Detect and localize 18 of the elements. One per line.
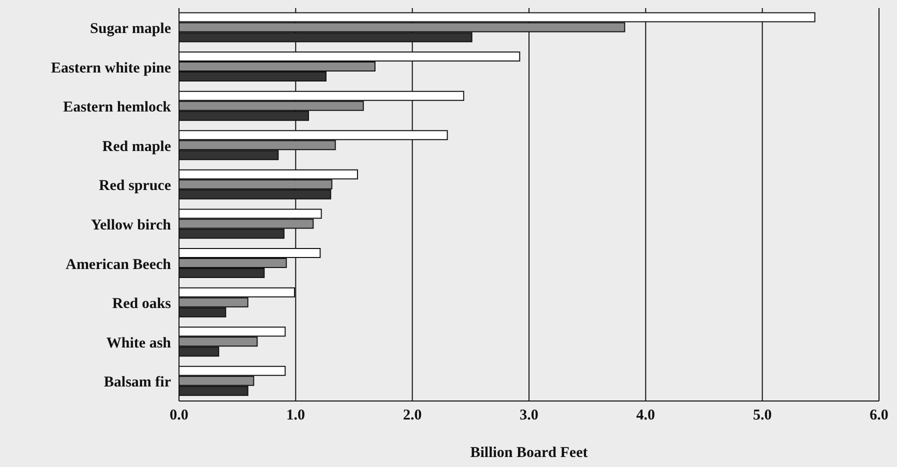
- x-tick-label: 1.0: [286, 408, 306, 424]
- x-tick-label: 3.0: [520, 408, 538, 424]
- x-axis-title: Billion Board Feet: [470, 445, 588, 461]
- y-tick-label: Eastern white pine: [51, 60, 172, 76]
- x-tick-label: 2.0: [402, 408, 422, 424]
- y-tick-label: Sugar maple: [90, 20, 172, 37]
- y-tick-label: Yellow birch: [90, 217, 172, 234]
- x-tick-label: 4.0: [636, 408, 656, 424]
- y-tick-label: White ash: [106, 335, 172, 352]
- y-tick-label: American Beech: [66, 256, 172, 273]
- y-tick-label: Red maple: [102, 138, 172, 155]
- y-tick-label: Eastern hemlock: [63, 100, 172, 116]
- x-tick-label: 5.0: [752, 408, 772, 424]
- y-tick-label: Balsam fir: [104, 374, 172, 391]
- x-tick-label: 0.0: [170, 408, 188, 424]
- y-tick-label: Red oaks: [112, 296, 172, 312]
- y-tick-label: Red spruce: [98, 178, 172, 194]
- x-tick-label: 6.0: [870, 408, 888, 424]
